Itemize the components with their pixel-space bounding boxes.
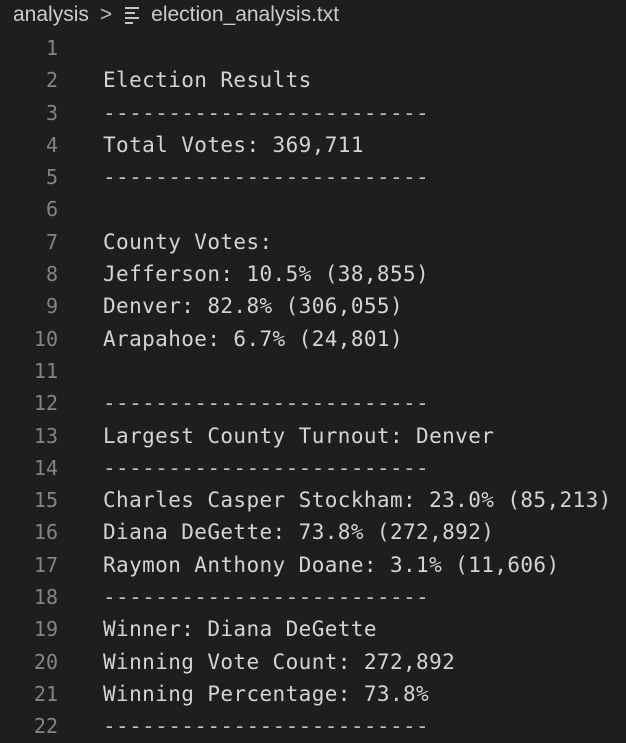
editor-line[interactable]: 3 ------------------------- — [0, 97, 626, 129]
editor-line[interactable]: 16 Diana DeGette: 73.8% (272,892) — [0, 516, 626, 548]
line-text[interactable]: Election Results — [103, 68, 312, 93]
line-text[interactable]: ------------------------- — [103, 585, 430, 610]
line-text[interactable]: Largest County Turnout: Denver — [103, 423, 495, 448]
line-number: 2 — [45, 68, 58, 93]
editor-line[interactable]: 19 Winner: Diana DeGette — [0, 613, 626, 645]
breadcrumb-file[interactable]: election_analysis.txt — [151, 3, 340, 26]
line-number: 21 — [33, 681, 58, 706]
editor-line[interactable]: 22 ------------------------- — [0, 710, 626, 742]
line-number: 22 — [33, 714, 58, 739]
editor-line[interactable]: 21 Winning Percentage: 73.8% — [0, 678, 626, 710]
line-number: 7 — [45, 229, 58, 254]
line-text[interactable]: ------------------------- — [103, 100, 430, 125]
line-number: 4 — [45, 132, 58, 157]
breadcrumb: analysis > election_analysis.txt — [0, 0, 626, 30]
line-text[interactable]: Winning Percentage: 73.8% — [103, 681, 430, 706]
line-text[interactable]: Jefferson: 10.5% (38,855) — [103, 262, 430, 287]
editor-line[interactable]: 18 ------------------------- — [0, 581, 626, 613]
line-text[interactable]: ------------------------- — [103, 391, 430, 416]
editor-line[interactable]: 14 ------------------------- — [0, 452, 626, 484]
line-text[interactable]: Arapahoe: 6.7% (24,801) — [103, 326, 403, 351]
line-number: 16 — [33, 520, 58, 545]
line-number: 11 — [33, 358, 58, 383]
line-number: 10 — [33, 326, 58, 351]
line-text[interactable]: ------------------------- — [103, 714, 430, 739]
line-text[interactable]: Winning Vote Count: 272,892 — [103, 649, 456, 674]
line-number: 6 — [45, 197, 58, 222]
editor-line[interactable]: 11 — [0, 355, 626, 387]
line-number: 15 — [33, 488, 58, 513]
editor-line[interactable]: 1 — [0, 32, 626, 64]
line-number: 9 — [45, 294, 58, 319]
breadcrumb-separator: > — [99, 3, 113, 26]
editor-line[interactable]: 6 — [0, 193, 626, 225]
line-number: 8 — [45, 262, 58, 287]
editor-text-area[interactable]: 1 2 Election Results 3 -------------------… — [0, 32, 626, 741]
line-number: 20 — [33, 649, 58, 674]
editor-line[interactable]: 12 ------------------------- — [0, 387, 626, 419]
editor-line[interactable]: 15 Charles Casper Stockham: 23.0% (85,213… — [0, 484, 626, 516]
line-text[interactable]: Winner: Diana DeGette — [103, 617, 377, 642]
line-number: 17 — [33, 552, 58, 577]
line-number: 18 — [33, 585, 58, 610]
line-number: 14 — [33, 455, 58, 480]
editor-line[interactable]: 4 Total Votes: 369,711 — [0, 129, 626, 161]
line-text[interactable]: Raymon Anthony Doane: 3.1% (11,606) — [103, 552, 560, 577]
line-number: 5 — [45, 165, 58, 190]
line-text[interactable]: ------------------------- — [103, 165, 430, 190]
breadcrumb-folder[interactable]: analysis — [13, 3, 89, 26]
line-text[interactable]: Diana DeGette: 73.8% (272,892) — [103, 520, 495, 545]
editor-line[interactable]: 13 Largest County Turnout: Denver — [0, 420, 626, 452]
line-number: 1 — [45, 36, 58, 60]
editor-line[interactable]: 7 County Votes: — [0, 226, 626, 258]
text-file-icon — [125, 6, 140, 24]
editor-line[interactable]: 10 Arapahoe: 6.7% (24,801) — [0, 323, 626, 355]
line-text[interactable]: Denver: 82.8% (306,055) — [103, 294, 403, 319]
editor-line[interactable]: 5 ------------------------- — [0, 161, 626, 193]
line-number: 3 — [45, 100, 58, 125]
editor-line[interactable]: 9 Denver: 82.8% (306,055) — [0, 290, 626, 322]
editor-line[interactable]: 17 Raymon Anthony Doane: 3.1% (11,606) — [0, 549, 626, 581]
line-text[interactable]: Total Votes: 369,711 — [103, 132, 364, 157]
line-text[interactable]: County Votes: — [103, 229, 273, 254]
line-text[interactable]: ------------------------- — [103, 455, 430, 480]
editor-line[interactable]: 20 Winning Vote Count: 272,892 — [0, 646, 626, 678]
editor-line[interactable]: 8 Jefferson: 10.5% (38,855) — [0, 258, 626, 290]
line-number: 12 — [33, 391, 58, 416]
editor-line[interactable]: 2 Election Results — [0, 64, 626, 96]
line-number: 13 — [33, 423, 58, 448]
line-text[interactable]: Charles Casper Stockham: 23.0% (85,213) — [103, 488, 612, 513]
line-number: 19 — [33, 617, 58, 642]
